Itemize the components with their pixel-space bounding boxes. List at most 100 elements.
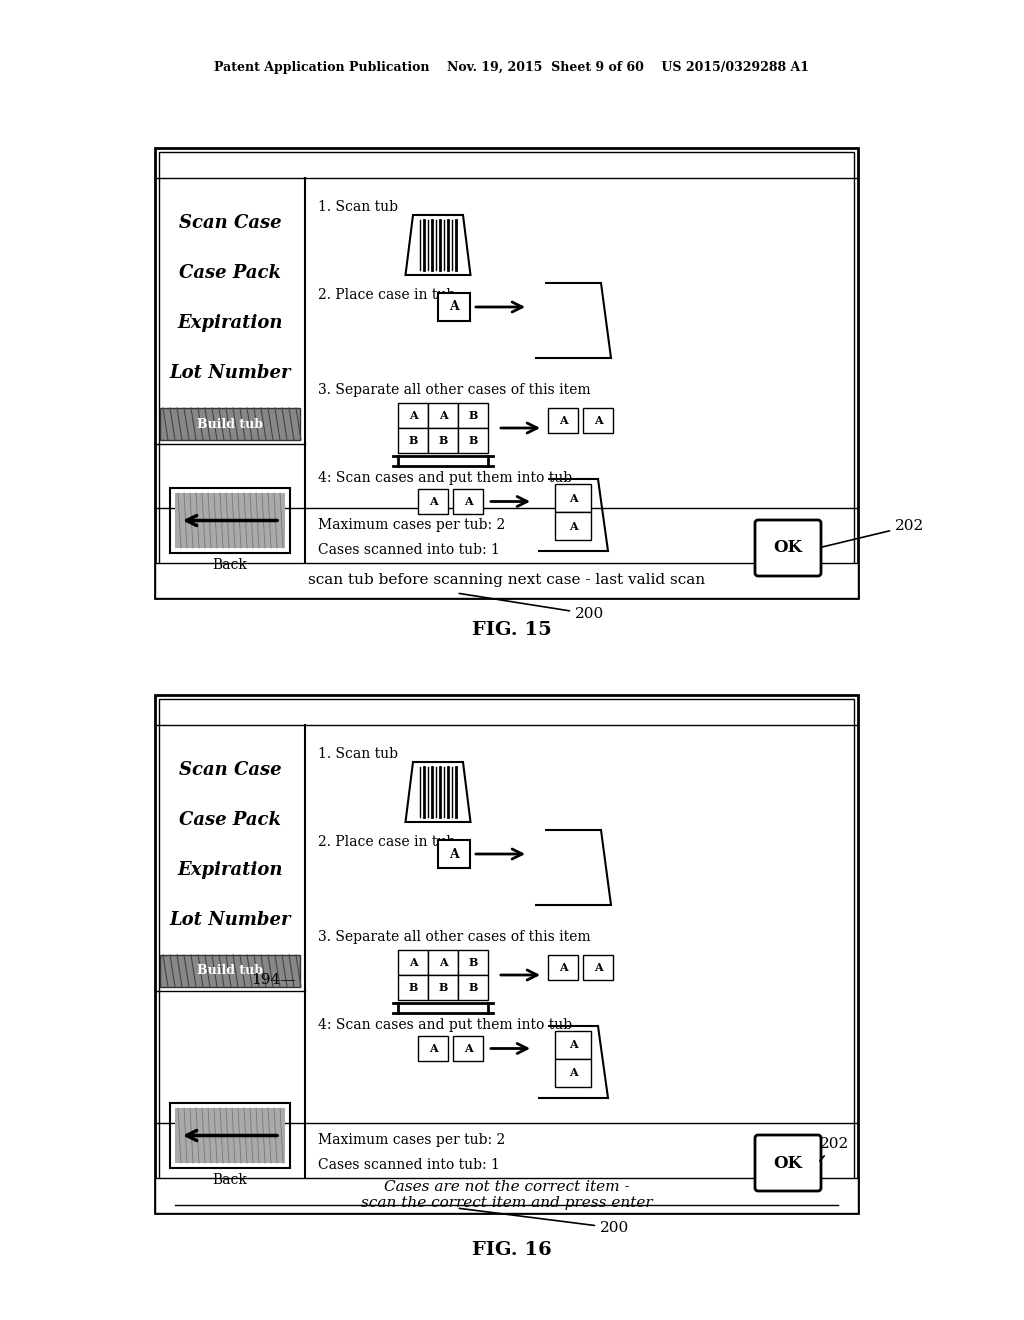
Bar [160, 408, 300, 440]
Text: 1. Scan tub: 1. Scan tub [318, 747, 398, 762]
Text: A: A [464, 496, 472, 507]
Bar [159, 700, 854, 1209]
Text: 202: 202 [820, 1137, 849, 1160]
Text: B: B [438, 982, 447, 993]
Text: A: A [568, 492, 578, 503]
Bar [458, 428, 488, 453]
Bar [155, 696, 858, 1213]
Text: A: A [409, 411, 418, 421]
Text: 200: 200 [459, 594, 604, 620]
Bar [458, 403, 488, 428]
Text: 194—: 194— [252, 973, 296, 987]
Bar [428, 403, 458, 428]
Text: Patent Application Publication    Nov. 19, 2015  Sheet 9 of 60    US 2015/032928: Patent Application Publication Nov. 19, … [214, 62, 810, 74]
Text: A: A [559, 414, 567, 426]
Text: A: A [450, 847, 459, 861]
Text: 202: 202 [820, 519, 925, 548]
Text: FIG. 16: FIG. 16 [472, 1241, 552, 1259]
Text: A: A [594, 414, 602, 426]
Text: Cases scanned into tub: 1: Cases scanned into tub: 1 [318, 543, 500, 557]
Text: FIG. 15: FIG. 15 [472, 620, 552, 639]
Bar [583, 408, 613, 433]
Text: B: B [409, 982, 418, 993]
Text: B: B [409, 436, 418, 446]
Text: A: A [568, 1040, 578, 1051]
Text: B: B [468, 957, 477, 968]
Text: Case Pack: Case Pack [179, 264, 281, 282]
Text: OK: OK [773, 1155, 803, 1172]
Bar [398, 428, 428, 453]
Bar [398, 403, 428, 428]
Bar [555, 484, 591, 512]
Text: A: A [568, 1068, 578, 1078]
Bar [398, 975, 428, 1001]
Text: B: B [468, 982, 477, 993]
Text: A: A [438, 411, 447, 421]
Text: A: A [568, 520, 578, 532]
Bar [418, 488, 449, 513]
Text: Expiration: Expiration [177, 861, 283, 879]
Bar [159, 152, 854, 594]
Text: Cases are not the correct item -
scan the correct item and press enter: Cases are not the correct item - scan th… [360, 1180, 652, 1210]
Text: 4: Scan cases and put them into tub: 4: Scan cases and put them into tub [318, 1018, 572, 1032]
Text: A: A [438, 957, 447, 968]
Text: A: A [409, 957, 418, 968]
Bar [453, 488, 483, 513]
Text: B: B [468, 436, 477, 446]
Text: 3. Separate all other cases of this item: 3. Separate all other cases of this item [318, 383, 591, 397]
Text: 2. Place case in tub: 2. Place case in tub [318, 288, 456, 302]
Text: Build tub: Build tub [197, 417, 263, 430]
Bar [160, 954, 300, 987]
Bar [428, 428, 458, 453]
Text: Maximum cases per tub: 2: Maximum cases per tub: 2 [318, 1133, 505, 1147]
Text: A: A [450, 301, 459, 314]
Bar [548, 408, 578, 433]
Bar [458, 975, 488, 1001]
Bar [155, 564, 858, 598]
Bar [155, 1177, 858, 1213]
Bar [583, 954, 613, 979]
Bar [398, 950, 428, 975]
Text: 2. Place case in tub: 2. Place case in tub [318, 836, 456, 849]
Text: Maximum cases per tub: 2: Maximum cases per tub: 2 [318, 517, 505, 532]
Bar [170, 488, 290, 553]
Text: A: A [594, 962, 602, 973]
Bar [555, 1031, 591, 1059]
Text: Cases scanned into tub: 1: Cases scanned into tub: 1 [318, 1158, 500, 1172]
FancyBboxPatch shape [755, 520, 821, 576]
Text: B: B [438, 436, 447, 446]
Bar [418, 1036, 449, 1061]
Bar [548, 954, 578, 979]
Bar [170, 1104, 290, 1168]
Text: A: A [429, 1043, 437, 1053]
Bar [555, 512, 591, 540]
Text: Scan Case: Scan Case [178, 762, 282, 779]
Text: A: A [559, 962, 567, 973]
FancyBboxPatch shape [755, 1135, 821, 1191]
Text: Back: Back [213, 1173, 248, 1187]
Bar [438, 840, 470, 869]
Bar [438, 293, 470, 321]
Text: Lot Number: Lot Number [169, 911, 291, 929]
Text: A: A [464, 1043, 472, 1053]
Text: 4: Scan cases and put them into tub: 4: Scan cases and put them into tub [318, 471, 572, 484]
Bar [555, 1059, 591, 1086]
Bar [175, 492, 285, 548]
Text: Expiration: Expiration [177, 314, 283, 333]
Bar [458, 950, 488, 975]
Text: B: B [468, 411, 477, 421]
Text: Build tub: Build tub [197, 965, 263, 978]
Text: Lot Number: Lot Number [169, 364, 291, 381]
Text: A: A [429, 496, 437, 507]
Bar [428, 950, 458, 975]
Text: Case Pack: Case Pack [179, 810, 281, 829]
Bar [453, 1036, 483, 1061]
Text: 200: 200 [459, 1208, 630, 1236]
Text: Scan Case: Scan Case [178, 214, 282, 232]
Text: scan tub before scanning next case - last valid scan: scan tub before scanning next case - las… [308, 573, 706, 587]
Text: OK: OK [773, 540, 803, 557]
Text: 3. Separate all other cases of this item: 3. Separate all other cases of this item [318, 931, 591, 944]
Bar [428, 975, 458, 1001]
Text: 1. Scan tub: 1. Scan tub [318, 201, 398, 214]
Text: Back: Back [213, 558, 248, 572]
